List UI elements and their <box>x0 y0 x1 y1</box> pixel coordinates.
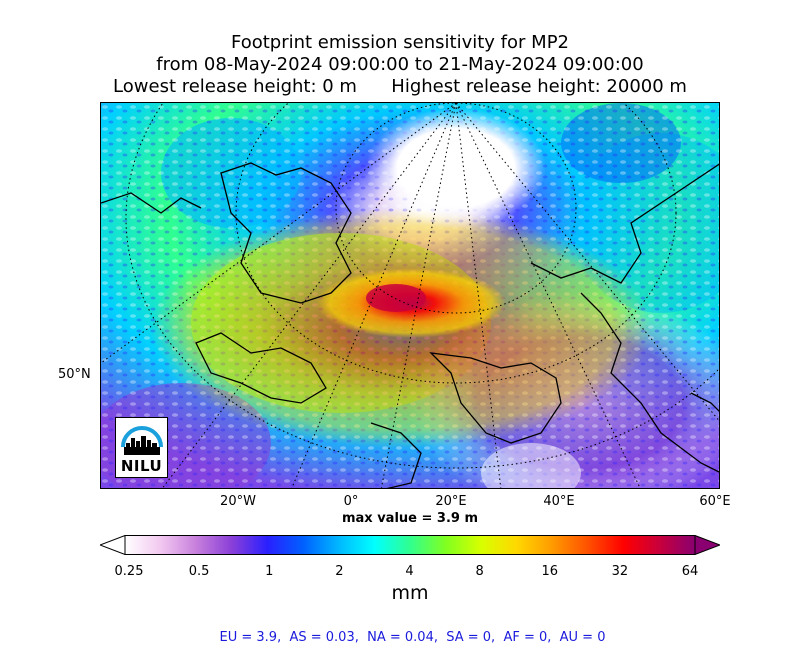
colorbar-tick-label: 0.5 <box>188 564 210 579</box>
greenland-coastline <box>220 162 352 304</box>
ural-boundary <box>690 392 719 412</box>
colorbar-unit: mm <box>391 582 429 604</box>
colorbar-tick-label: 8 <box>475 564 484 579</box>
map-title-line-1: Footprint emission sensitivity for MP2 <box>230 32 569 53</box>
lon-label-0: 0° <box>343 494 359 509</box>
graticule <box>101 103 719 488</box>
lon-label-60e: 60°E <box>699 494 731 509</box>
colorbar <box>100 535 720 555</box>
colorbar-tick-label: 0.25 <box>114 564 144 579</box>
colorbar-body <box>124 535 696 555</box>
map-title-line-2: from 08-May-2024 09:00:00 to 21-May-2024… <box>156 54 644 75</box>
map-title-line-3: Lowest release height: 0 m Highest relea… <box>0 76 800 98</box>
scandinavia-coastline <box>429 352 562 444</box>
map-svg <box>101 103 719 488</box>
nilu-logo-text: NILU <box>120 457 163 475</box>
colorbar-min-extension <box>100 535 126 555</box>
colorbar-tick-label: 32 <box>611 564 629 579</box>
lon-label-20e: 20°E <box>435 494 467 509</box>
coastlines <box>101 162 719 488</box>
lon-label-20w: 20°W <box>220 494 256 509</box>
colorbar-max-extension <box>694 535 720 555</box>
siberia-coastline <box>530 163 719 284</box>
nilu-logo: NILU <box>115 417 168 478</box>
lon-label-40e: 40°E <box>543 494 575 509</box>
footprint-maximum <box>366 284 426 312</box>
highest-release-height: Highest release height: 20000 m <box>391 76 687 97</box>
colorbar-tick-label: 2 <box>335 564 344 579</box>
nilu-logo-mark <box>121 426 163 455</box>
colorbar-tick-label: 4 <box>405 564 414 579</box>
polar-low-sensitivity-area <box>366 108 546 228</box>
iceland-coastline <box>195 332 327 404</box>
region-summary: EU = 3.9, AS = 0.03, NA = 0.04, SA = 0, … <box>219 630 606 645</box>
colorbar-tick-label: 64 <box>681 564 699 579</box>
max-value-label: max value = 3.9 m <box>341 511 479 526</box>
colorbar-tick-label: 16 <box>541 564 559 579</box>
lowest-release-height: Lowest release height: 0 m <box>113 76 357 97</box>
colorbar-tick-label: 1 <box>265 564 274 579</box>
footprint-map <box>100 102 720 489</box>
britain-coastline <box>370 422 422 488</box>
lat-label-50n: 50°N <box>58 367 91 382</box>
russia-coastline <box>580 292 719 473</box>
canada-coastline <box>101 192 202 214</box>
